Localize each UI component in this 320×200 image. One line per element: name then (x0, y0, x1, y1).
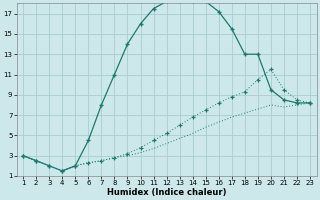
X-axis label: Humidex (Indice chaleur): Humidex (Indice chaleur) (107, 188, 226, 197)
